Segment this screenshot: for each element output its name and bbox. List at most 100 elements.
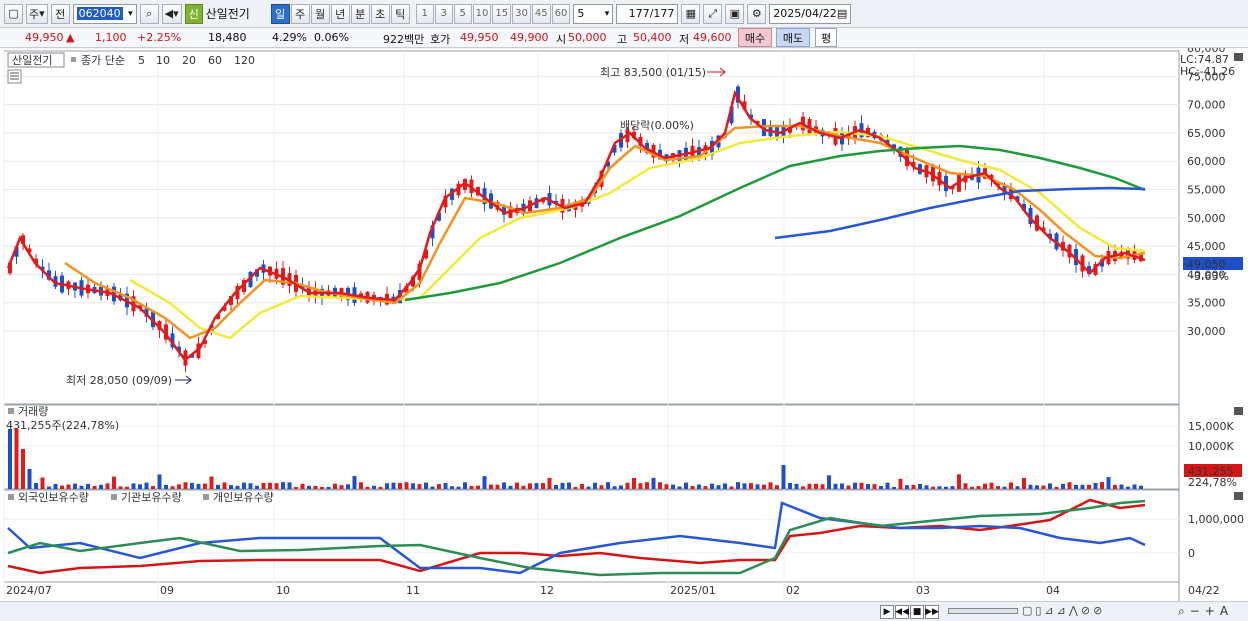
search-icon[interactable]: ⌕ (139, 3, 159, 24)
volume-bar (788, 483, 792, 489)
volume-bar (86, 483, 90, 489)
volume-bar (879, 486, 883, 489)
volume-bar (671, 484, 675, 489)
volume-bar (105, 483, 110, 489)
moving-average-line-2 (6, 89, 1146, 362)
volume-bar (125, 486, 129, 489)
volume-bar (814, 483, 818, 489)
volume-bar (892, 486, 896, 489)
holding-legend-0: 외국인보유수량 (18, 491, 89, 504)
candle-body (638, 136, 643, 147)
buy-button[interactable]: 매수 (738, 28, 772, 47)
amount-value: 922백만 (383, 33, 425, 46)
volume-bar (463, 482, 467, 489)
candle-body (255, 269, 259, 277)
holding-axis-tick: 1,000,000 (1188, 513, 1244, 526)
volume-bar (710, 483, 714, 489)
price-axis-tick: 40,000 (1187, 268, 1226, 281)
volume-bar (450, 486, 454, 489)
ma-legend-60: 60 (208, 54, 222, 67)
window-icon[interactable]: ▢ (4, 3, 23, 24)
stock-code-input[interactable]: 062040 ▾ (72, 3, 137, 24)
market-type-select[interactable]: 주 ▾ (26, 3, 48, 24)
volume-bar (411, 483, 415, 489)
holding-axis-tick: 0 (1188, 547, 1195, 560)
candle-body (248, 271, 253, 288)
date-input[interactable]: 2025/04/22 ▤ (769, 3, 852, 24)
average-button[interactable]: 평 (815, 28, 837, 47)
volume-bar (170, 486, 175, 489)
scroll-right-icon[interactable]: ▶ (880, 605, 894, 619)
period-tab-1[interactable]: 주 (290, 3, 310, 24)
ma-legend-120: 120 (234, 54, 255, 67)
x-axis-label: 12 (540, 584, 554, 597)
market-type2-button[interactable]: 전 (50, 3, 70, 24)
holding-marker-icon (203, 494, 209, 500)
zoom-controls[interactable]: ⌕−+A (1178, 604, 1234, 618)
period-tab-0[interactable]: 일 (270, 3, 290, 24)
candle-body (411, 276, 415, 287)
volume-bar (112, 476, 116, 489)
chart-area[interactable]: 80,000 75,000 70,000 65,000 60,000 55,000 50,0… (0, 48, 1248, 601)
rewind-icon[interactable]: ◀◀ (895, 605, 909, 619)
open-value: 50,000 (568, 31, 607, 44)
period-tab-3[interactable]: 년 (330, 3, 350, 24)
period-tab-4[interactable]: 분 (350, 3, 370, 24)
grid-icon[interactable]: ▦ (681, 3, 701, 24)
zoom-slider[interactable] (948, 608, 1018, 614)
candle-body (157, 320, 162, 331)
minute-option-1[interactable]: 1 (415, 3, 434, 24)
volume-bar (281, 482, 285, 489)
volume-close-icon[interactable] (1234, 407, 1243, 415)
volume-bar (378, 486, 383, 489)
price-close-icon[interactable] (1234, 53, 1243, 61)
volume-bar (157, 474, 162, 489)
holding-close-icon[interactable] (1234, 492, 1243, 500)
drawing-tools-icons[interactable]: ▢▯⊿⊿⋀⊘⊘ (1022, 604, 1106, 617)
stop-icon[interactable]: ■ (910, 605, 924, 619)
settings-icon[interactable]: ⚙ (747, 3, 767, 24)
volume-bar (937, 486, 942, 489)
volume-bar (294, 486, 298, 489)
candle-body (14, 246, 19, 257)
chart-canvas[interactable]: 80,000 75,000 70,000 65,000 60,000 55,000 50,0… (0, 48, 1248, 601)
volume-bar (27, 469, 32, 489)
holding-marker-icon (111, 494, 117, 500)
candle-body (8, 262, 12, 274)
volume-bar (79, 485, 84, 489)
sell-button[interactable]: 매도 (776, 28, 810, 47)
volume-bar (547, 478, 552, 489)
minute-option-60[interactable]: 60 (551, 3, 571, 24)
minute-option-5[interactable]: 5 (453, 3, 472, 24)
volume-bar (905, 485, 909, 489)
line-tool-icon[interactable]: ⤢ (703, 3, 723, 24)
candle-body (27, 248, 32, 253)
minute-option-3[interactable]: 3 (434, 3, 453, 24)
save-icon[interactable]: ▣ (725, 3, 745, 24)
minute-option-30[interactable]: 30 (512, 3, 531, 24)
period-tab-6[interactable]: 틱 (390, 3, 410, 24)
high-label: 고 (617, 33, 628, 46)
minute-option-15[interactable]: 15 (492, 3, 512, 24)
turnover-value: 4.29% (272, 31, 307, 44)
minute-option-10[interactable]: 10 (472, 3, 492, 24)
unit-select[interactable]: 5 ▾ (573, 3, 614, 24)
volume-bar (1126, 486, 1130, 489)
period-tab-2[interactable]: 월 (310, 3, 330, 24)
x-axis-label: 2025/01 (670, 584, 716, 597)
speaker-icon[interactable]: ◀▾ (161, 3, 182, 24)
chevron-down-icon: ▾ (128, 8, 133, 19)
legend-stock-box[interactable] (7, 52, 65, 68)
period-tab-5[interactable]: 초 (370, 3, 390, 24)
volume-bar (443, 482, 448, 489)
candle-body (222, 306, 227, 311)
volume-bar (755, 484, 760, 489)
count-input[interactable]: 177/177 (616, 3, 679, 24)
volume-bar (326, 486, 331, 489)
forward-icon[interactable]: ▶▶ (925, 605, 939, 619)
minute-option-45[interactable]: 45 (531, 3, 551, 24)
volume-bar (287, 482, 292, 489)
volume-bar (749, 483, 753, 489)
candle-body (1035, 215, 1039, 231)
